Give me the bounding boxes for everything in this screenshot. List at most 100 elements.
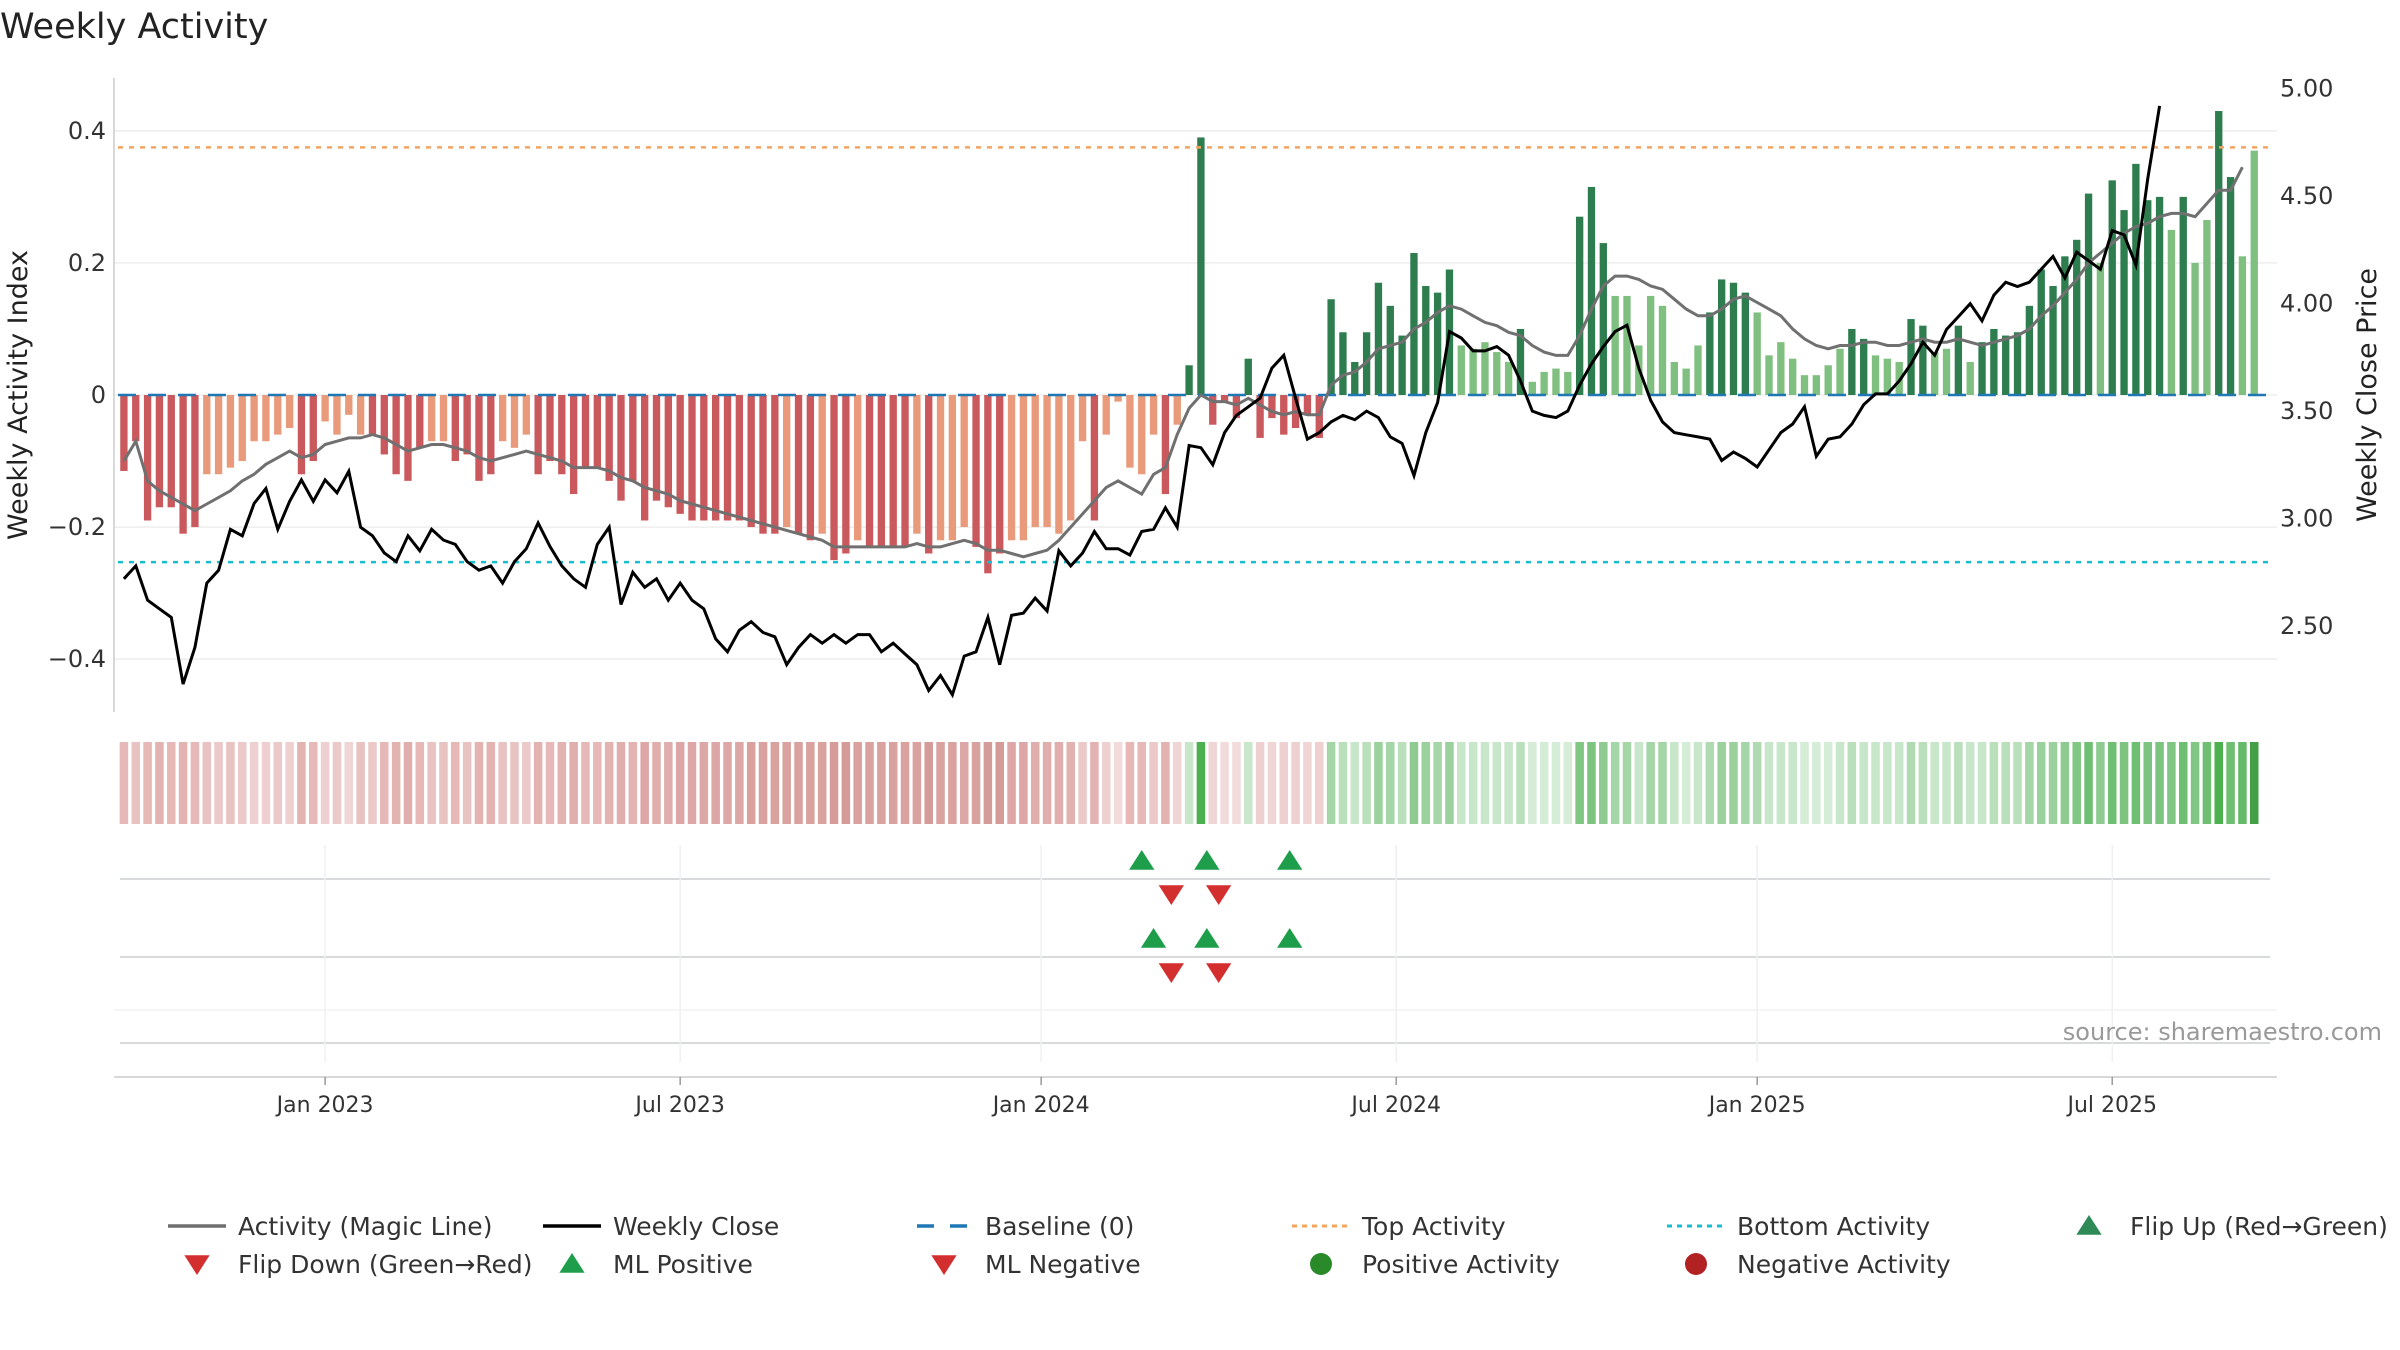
activity-bar: [439, 395, 448, 442]
strip-cell: [2238, 742, 2247, 824]
activity-bar: [1966, 361, 1974, 395]
activity-bar: [2226, 177, 2235, 395]
strip-cell: [1812, 742, 1821, 824]
strip-cell: [1681, 742, 1691, 824]
activity-bar: [972, 395, 980, 547]
activity-bar: [380, 395, 388, 455]
activity-bar: [1220, 395, 1229, 402]
activity-bar: [2037, 269, 2045, 395]
activity-bar: [901, 395, 909, 547]
strip-cell: [699, 742, 709, 824]
activity-bar: [629, 395, 637, 481]
activity-bar: [1481, 342, 1489, 395]
strip-cell: [2060, 742, 2070, 824]
strip-cell: [1528, 742, 1537, 824]
strip-cell: [1563, 742, 1573, 824]
strip-cell: [202, 742, 212, 824]
activity-bar: [1919, 325, 1927, 395]
flip-down-marker: [1158, 885, 1184, 905]
activity-bar: [2120, 210, 2128, 395]
activity-bar: [569, 395, 578, 495]
strip-cell: [1610, 742, 1620, 824]
activity-bar: [274, 395, 282, 435]
activity-bar: [676, 395, 684, 514]
activity-bar: [416, 395, 424, 448]
strip-cell: [1315, 742, 1324, 824]
strip-cell: [652, 742, 661, 824]
activity-bar: [1138, 395, 1146, 475]
strip-cell: [664, 742, 673, 824]
strip-cell: [1243, 742, 1253, 824]
activity-bar: [1303, 395, 1312, 415]
activity-bar: [747, 395, 755, 528]
strip-cell: [2167, 742, 2176, 824]
strip-cell: [415, 742, 425, 824]
activity-bar: [392, 395, 400, 475]
strip-cell: [1587, 742, 1596, 824]
strip-cell: [1776, 742, 1786, 824]
flip-up-marker: [1129, 850, 1155, 870]
activity-bar: [1848, 328, 1856, 395]
activity-bar: [2238, 256, 2247, 395]
activity-bar: [498, 395, 507, 442]
activity-bar: [262, 395, 270, 442]
activity-bar: [1386, 305, 1394, 395]
activity-bar: [522, 395, 530, 435]
activity-bar: [1315, 395, 1323, 438]
strip-cell: [1492, 742, 1502, 824]
activity-bar: [1706, 312, 1714, 395]
strip-cell: [1397, 742, 1407, 824]
strip-cell: [983, 742, 993, 824]
activity-bar: [1374, 282, 1383, 395]
activity-bar: [1067, 395, 1075, 521]
strip-cell: [1172, 742, 1182, 824]
weekly-close-line: [122, 105, 2162, 699]
strip-cell: [735, 742, 744, 824]
legend-label: Negative Activity: [1737, 1250, 1951, 1279]
strip-cell: [261, 742, 271, 824]
strip-cell: [604, 742, 614, 824]
strip-cell: [1847, 742, 1857, 824]
strip-cell: [1504, 742, 1513, 824]
activity-bar: [1244, 358, 1252, 395]
reference-lines: [118, 146, 2272, 564]
activity-bar: [179, 395, 187, 534]
activity-bar: [1836, 348, 1844, 395]
activity-bar: [865, 395, 874, 547]
flip-up-marker: [1277, 850, 1303, 870]
strip-cell: [1764, 742, 1774, 824]
strip-cell: [1551, 742, 1561, 824]
activity-bar: [333, 395, 341, 435]
activity-bar: [1268, 395, 1276, 419]
activity-bar: [1493, 352, 1501, 395]
activity-bar: [534, 395, 542, 475]
activity-bar: [321, 395, 329, 422]
activity-bar: [1564, 371, 1572, 395]
right-y-tick-label: 4.50: [2280, 182, 2333, 210]
strip-cell: [1717, 742, 1726, 824]
strip-cell: [1468, 742, 1478, 824]
activity-bar: [1978, 342, 1986, 395]
activity-bar: [593, 395, 601, 468]
left-y-tick-label: 0: [91, 381, 106, 409]
activity-bar: [2167, 229, 2176, 395]
source-watermark: source: sharemaestro.com: [2063, 1018, 2382, 1046]
strip-cell: [1232, 742, 1241, 824]
strip-cell: [1350, 742, 1360, 824]
activity-bar: [2073, 239, 2081, 395]
activity-bar: [1552, 368, 1560, 395]
activity-bar: [1055, 395, 1063, 534]
strip-cell: [1362, 742, 1371, 824]
strip-cell: [1658, 742, 1667, 824]
activity-bar: [2084, 193, 2093, 395]
strip-cell: [2202, 742, 2212, 824]
strip-cell: [1338, 742, 1348, 824]
left-y-tick-label: 0.4: [68, 117, 106, 145]
legend-label: Top Activity: [1361, 1212, 1506, 1241]
strip-cell: [2178, 742, 2188, 824]
activity-bar: [759, 395, 767, 534]
legend-item: ML Positive: [559, 1250, 753, 1279]
activity-bar: [783, 395, 791, 528]
strip-cell: [2036, 742, 2046, 824]
strip-cell: [1078, 742, 1087, 824]
